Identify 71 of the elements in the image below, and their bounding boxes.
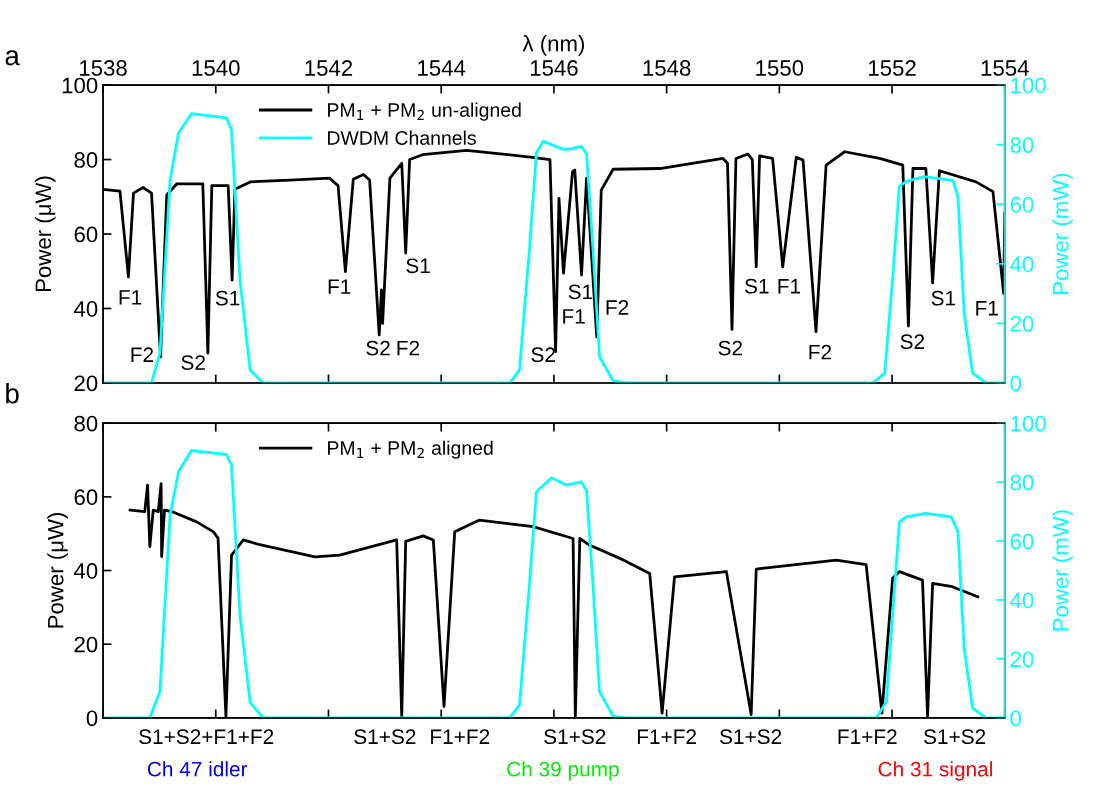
y-tick-label: 0 — [86, 710, 98, 727]
text: S1+S2 — [544, 729, 606, 745]
y2-tick-label: 20 — [1010, 315, 1034, 332]
legend-label: PM$_{1}$ + PM$_{2}$ un-aligned — [328, 102, 521, 121]
x-tick-label: 1542 — [305, 60, 353, 76]
annotation: F2 — [397, 340, 420, 356]
y2-tick-label: 40 — [1010, 256, 1034, 273]
x-tick-label: 1538 — [80, 60, 127, 76]
x-tick-label: 1552 — [869, 60, 916, 76]
y2-tick-label: 100 — [1011, 415, 1046, 432]
annotation: F2 — [809, 344, 832, 360]
annotation: F1 — [328, 279, 351, 294]
legend-label: DWDM Channels — [328, 130, 476, 145]
text: F1+F2 — [637, 729, 696, 744]
text: a — [5, 50, 20, 66]
annotation: F1 — [119, 290, 142, 305]
y-tick-label: 80 — [74, 152, 98, 168]
annotation: F1 — [563, 309, 585, 324]
annotation: S2 — [181, 355, 205, 370]
annotation: F2 — [131, 347, 154, 362]
y2-tick-label: 0 — [1010, 710, 1022, 727]
annotation: S2 — [900, 334, 925, 350]
y2-tick-label: 60 — [1010, 196, 1034, 213]
text: S1+S2 — [924, 729, 986, 745]
x-tick-label: 1544 — [418, 60, 466, 76]
x-tick-label: 1540 — [192, 60, 240, 76]
text: b — [6, 383, 19, 404]
annotation: S1 — [931, 290, 956, 306]
annotation: S2 — [366, 340, 390, 356]
y-axis-title: Power (μW) — [34, 176, 56, 292]
legend-label: PM$_{1}$ + PM$_{2}$ aligned — [328, 440, 493, 459]
y2-axis-title: Power (mW) — [1052, 510, 1073, 631]
y-tick-label: 60 — [74, 226, 98, 243]
x-tick-label: 1546 — [530, 60, 578, 76]
text: F1+F2 — [431, 729, 490, 744]
text: Ch 39 pump — [507, 761, 619, 781]
x-axis-title: λ (nm) — [522, 35, 585, 56]
text: S1+S2+F1+F2 — [139, 729, 274, 745]
y-tick-label: 20 — [74, 375, 98, 392]
y2-axis-title: Power (mW) — [1052, 173, 1073, 294]
annotation: F2 — [606, 300, 629, 315]
text: F1+F2 — [838, 729, 897, 744]
text: Ch 31 signal — [878, 761, 992, 781]
y-tick-label: 40 — [73, 563, 98, 579]
y2-tick-label: 80 — [1010, 137, 1034, 153]
annotation: S1 — [406, 258, 430, 274]
y-tick-label: 20 — [74, 636, 98, 653]
y-tick-label: 60 — [74, 489, 98, 506]
annotation: S2 — [718, 340, 743, 356]
y2-tick-label: 60 — [1010, 533, 1034, 550]
y-tick-label: 40 — [73, 301, 98, 317]
y-axis-title: Power (μW) — [47, 513, 68, 628]
y2-tick-label: 0 — [1010, 375, 1022, 392]
y2-tick-label: 100 — [1011, 77, 1046, 94]
y2-tick-label: 20 — [1010, 651, 1034, 668]
annotation: S1 — [215, 290, 240, 306]
y2-tick-label: 80 — [1010, 474, 1034, 491]
text: Ch 47 idler — [147, 761, 248, 777]
annotation: F1 — [976, 301, 998, 316]
x-tick-label: 1554 — [981, 60, 1029, 76]
text: S1+S2 — [354, 729, 416, 745]
y-tick-label: 80 — [74, 415, 98, 432]
y2-tick-label: 40 — [1010, 592, 1034, 609]
annotation: F1 — [778, 279, 801, 294]
x-tick-label: 1548 — [643, 60, 691, 76]
x-tick-label: 1550 — [756, 60, 804, 76]
annotation: S1 — [568, 284, 593, 300]
y-tick-label: 100 — [62, 77, 98, 94]
annotation: S1 — [745, 278, 769, 294]
text: S1+S2 — [719, 729, 782, 745]
annotation: S2 — [531, 347, 555, 363]
